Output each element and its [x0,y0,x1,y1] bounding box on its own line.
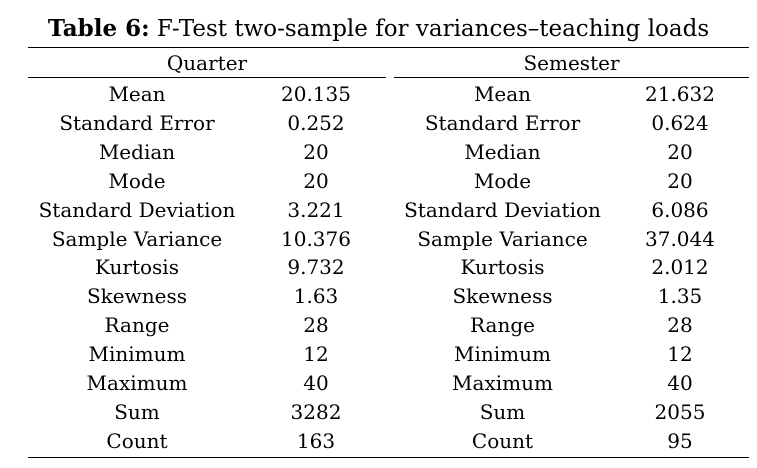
quarter-stat-value: 28 [303,313,329,338]
semester-stat-value: 37.044 [645,226,715,251]
semester-stat-label: Sample Variance [417,226,588,251]
quarter-stat-value: 0.252 [287,110,345,135]
semester-stat-value: 20 [667,168,693,193]
quarter-stat-value: 3.221 [287,197,345,222]
quarter-stat-label: Count [106,428,168,453]
quarter-stat-label: Median [98,139,176,164]
quarter-stat-label: Sample Variance [51,226,223,251]
table-row: Skewness 1.63 Skewness 1.35 [28,282,749,311]
stats-table-body: Mean 20.135 Mean 21.632 Standard Error 0.252 S… [28,80,749,456]
table-row: Count 163 Count 95 [28,427,749,456]
semester-stat-value: 21.632 [645,82,715,106]
quarter-stat-label: Skewness [86,284,188,309]
table-caption: Table 6: F-Test two-sample for variances… [0,14,757,44]
quarter-stat-value: 20 [303,139,329,164]
quarter-stat-value: 20 [303,168,329,193]
quarter-stat-label: Sum [114,399,160,424]
quarter-stat-value: 163 [296,428,336,453]
table-row: Kurtosis 9.732 Kurtosis 2.012 [28,253,749,282]
column-gap [386,167,394,196]
semester-stat-label: Median [464,139,541,164]
semester-stat-label: Mode [473,168,532,193]
semester-stat-value: 2.012 [651,255,709,280]
semester-stat-label: Count [471,428,534,453]
table-row: Standard Error 0.252 Standard Error 0.624 [28,109,749,138]
quarter-stat-value: 9.732 [287,255,345,280]
stats-table: Mean 20.135 Mean 21.632 Standard Error 0.252 S… [28,80,749,456]
semester-stat-label: Sum [479,399,526,424]
header-rule-semester [394,77,749,78]
column-gap [386,282,394,311]
column-gap [386,427,394,456]
table-row: Mean 20.135 Mean 21.632 [28,80,749,109]
quarter-stat-value: 1.63 [293,284,339,309]
semester-stat-value: 40 [667,371,693,396]
header-rule-quarter [28,77,386,78]
column-gap [386,196,394,225]
table-row: Mode 20 Mode 20 [28,167,749,196]
quarter-stat-label: Standard Deviation [38,197,236,222]
semester-stat-label: Standard Error [424,110,581,135]
group-header-quarter: Quarter [166,51,248,75]
table-row: Standard Deviation 3.221 Standard Deviatio… [28,196,749,225]
quarter-stat-label: Mode [108,168,166,193]
table-row: Range 28 Range 28 [28,311,749,340]
bottom-rule [28,457,749,458]
column-gap [386,138,394,167]
quarter-stat-label: Range [104,313,170,338]
table-row: Sample Variance 10.376 Sample Variance 37.0… [28,225,749,254]
quarter-stat-label: Mean [108,82,166,106]
quarter-stat-label: Maximum [86,371,188,396]
column-gap [386,80,394,109]
semester-stat-label: Maximum [452,371,553,396]
quarter-stat-value: 12 [303,342,329,367]
semester-stat-value: 95 [667,428,693,453]
semester-stat-label: Skewness [452,284,553,309]
quarter-stat-value: 20.135 [281,82,351,106]
column-gap [386,253,394,282]
quarter-stat-label: Minimum [88,342,186,367]
table-row: Minimum 12 Minimum 12 [28,340,749,369]
column-gap [386,225,394,254]
column-gap [386,340,394,369]
semester-stat-label: Standard Deviation [404,197,601,222]
top-rule [28,47,749,48]
column-gap [386,398,394,427]
semester-stat-value: 28 [667,313,693,338]
semester-stat-value: 1.35 [657,284,703,309]
semester-stat-label: Mean [473,82,532,106]
semester-stat-label: Range [470,313,535,338]
quarter-stat-value: 10.376 [281,226,351,251]
column-gap [386,369,394,398]
semester-stat-value: 2055 [654,399,706,424]
table-row: Sum 3282 Sum 2055 [28,398,749,427]
caption-text: F-Test two-sample for variances–teaching… [156,16,710,42]
quarter-stat-label: Standard Error [59,110,215,135]
semester-stat-value: 6.086 [651,197,709,222]
quarter-stat-label: Kurtosis [95,255,179,280]
semester-stat-value: 20 [667,139,693,164]
caption-label: Table 6: [47,15,150,42]
semester-stat-label: Minimum [454,342,551,367]
semester-stat-label: Kurtosis [460,255,545,280]
table-row: Maximum 40 Maximum 40 [28,369,749,398]
group-header-semester: Semester [523,51,620,75]
quarter-stat-value: 3282 [290,399,342,424]
column-gap [386,109,394,138]
semester-stat-value: 12 [667,342,693,367]
column-gap [386,311,394,340]
table-row: Median 20 Median 20 [28,138,749,167]
semester-stat-value: 0.624 [651,110,709,135]
quarter-stat-value: 40 [303,371,329,396]
